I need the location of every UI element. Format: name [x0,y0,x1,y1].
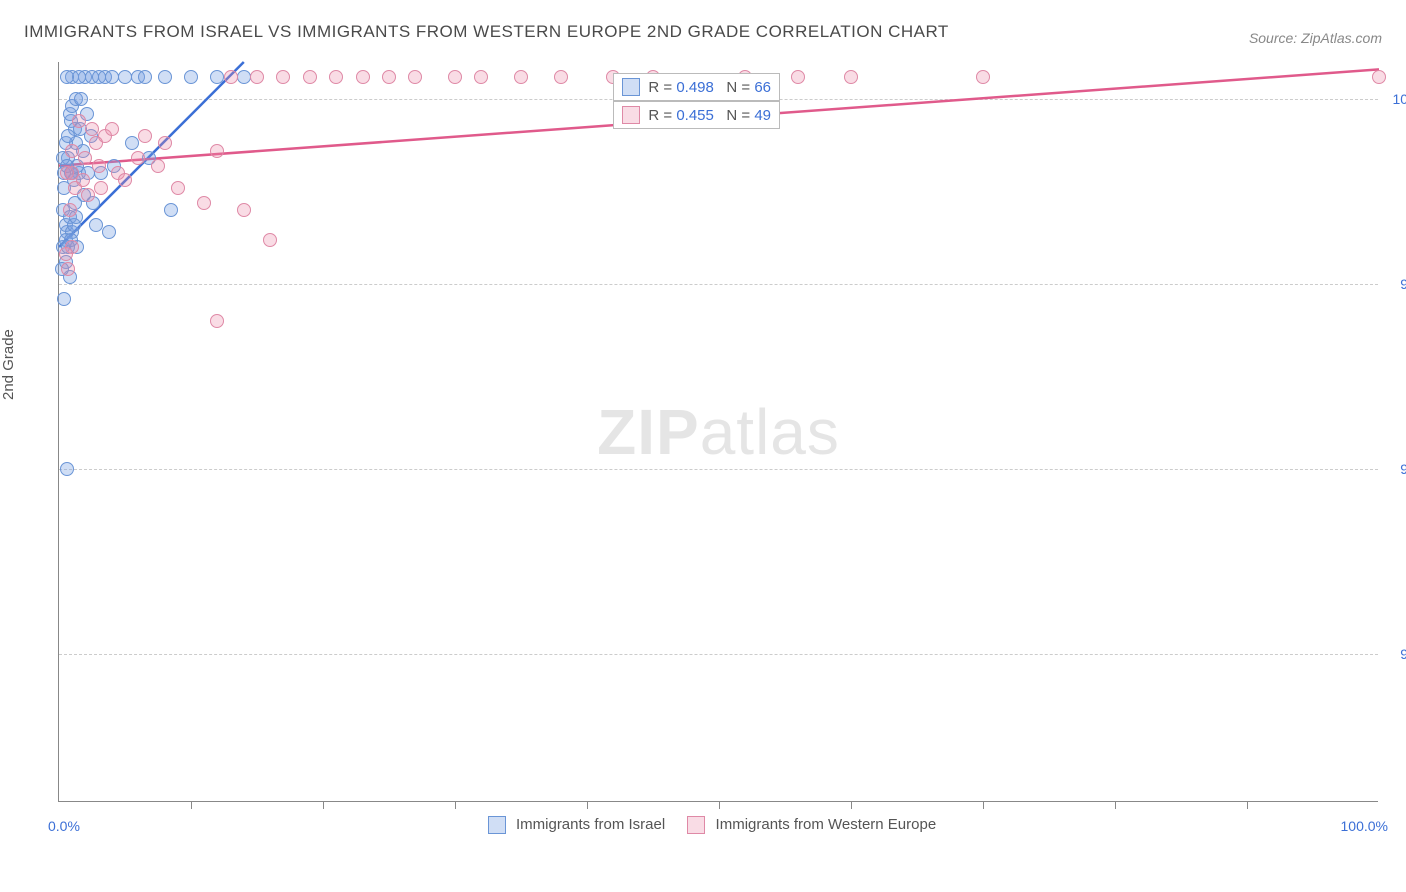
data-point [210,314,224,328]
data-point [1372,70,1386,84]
legend-swatch-series-1 [687,816,705,834]
data-point [250,70,264,84]
data-point [197,196,211,210]
data-point [210,144,224,158]
correlation-legend-box: R = 0.498 N = 66R = 0.455 N = 49 [613,73,780,129]
data-point [92,159,106,173]
data-point [382,70,396,84]
data-point [844,70,858,84]
legend-row-swatch [622,106,640,124]
n-label: N = [726,107,754,124]
r-value: 0.498 [676,79,714,96]
data-point [171,181,185,195]
data-point [303,70,317,84]
data-point [65,144,79,158]
data-point [118,173,132,187]
x-tick [1247,801,1248,809]
legend-label-series-1: Immigrants from Western Europe [716,816,937,833]
data-point [408,70,422,84]
trend-lines-layer [59,62,1379,802]
data-point [448,70,462,84]
data-point [138,129,152,143]
r-label: R = [648,107,676,124]
data-point [102,225,116,239]
legend-swatch-series-0 [488,816,506,834]
chart-title: IMMIGRANTS FROM ISRAEL VS IMMIGRANTS FRO… [24,22,949,42]
data-point [210,70,224,84]
y-tick-label: 100.0% [1393,91,1406,107]
data-point [105,122,119,136]
plot-area: ZIPatlas 92.5%95.0%97.5%100.0%R = 0.498 … [58,62,1378,802]
correlation-legend-row: R = 0.455 N = 49 [613,101,780,129]
y-tick-label: 95.0% [1400,461,1406,477]
y-tick-label: 97.5% [1400,276,1406,292]
n-label: N = [726,79,754,96]
legend-row-swatch [622,78,640,96]
data-point [329,70,343,84]
x-tick [191,801,192,809]
data-point [105,70,119,84]
x-tick [719,801,720,809]
data-point [184,70,198,84]
data-point [125,136,139,150]
data-point [81,188,95,202]
data-point [263,233,277,247]
y-tick-label: 92.5% [1400,646,1406,662]
data-point [85,122,99,136]
x-tick [587,801,588,809]
data-point [276,70,290,84]
x-tick [455,801,456,809]
chart-source: Source: ZipAtlas.com [1249,30,1382,46]
data-point [60,462,74,476]
data-point [61,262,75,276]
legend-label-series-0: Immigrants from Israel [516,816,665,833]
data-point [63,203,77,217]
data-point [131,151,145,165]
data-point [118,70,132,84]
data-point [57,292,71,306]
data-point [72,114,86,128]
y-axis-label: 2nd Grade [0,329,17,400]
data-point [94,181,108,195]
data-point [89,136,103,150]
data-point [164,203,178,217]
x-tick [983,801,984,809]
data-point [59,247,73,261]
x-tick [323,801,324,809]
x-tick [1115,801,1116,809]
data-point [61,129,75,143]
data-point [151,159,165,173]
data-point [237,203,251,217]
n-value: 66 [754,79,771,96]
r-value: 0.455 [676,107,714,124]
data-point [158,70,172,84]
x-tick [851,801,852,809]
data-point [237,70,251,84]
data-point [74,92,88,106]
data-point [138,70,152,84]
data-point [224,70,238,84]
correlation-legend-row: R = 0.498 N = 66 [613,73,780,101]
data-point [514,70,528,84]
data-point [76,173,90,187]
n-value: 49 [754,107,771,124]
data-point [60,70,74,84]
data-point [976,70,990,84]
data-point [791,70,805,84]
data-point [78,151,92,165]
data-point [554,70,568,84]
r-label: R = [648,79,676,96]
data-point [158,136,172,150]
bottom-legend: Immigrants from Israel Immigrants from W… [0,816,1406,834]
data-point [89,218,103,232]
data-point [60,166,74,180]
data-point [356,70,370,84]
data-point [474,70,488,84]
